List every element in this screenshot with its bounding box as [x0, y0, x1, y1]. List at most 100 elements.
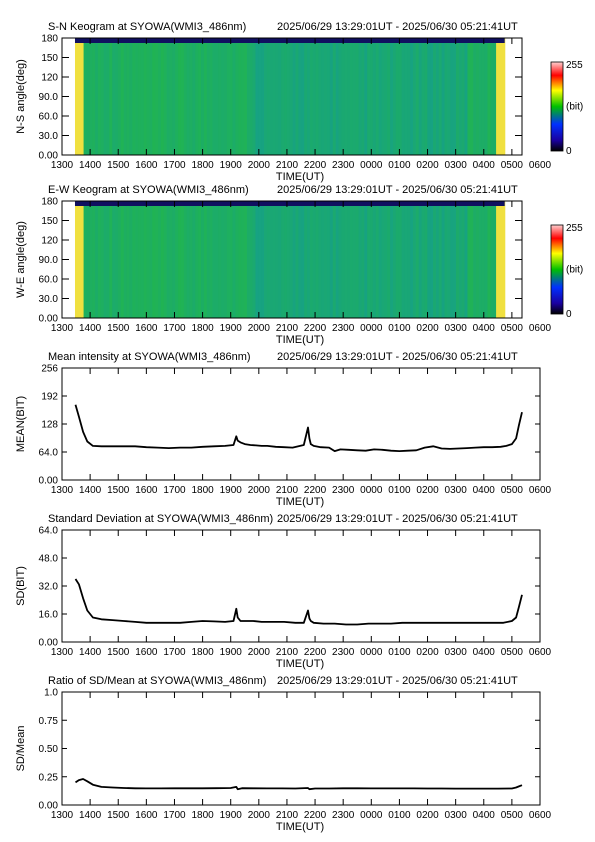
keogram-column — [490, 201, 494, 318]
panel-time-range: 2025/06/29 13:29:01UT - 2025/06/30 05:21… — [277, 513, 518, 525]
keogram-column — [109, 38, 113, 155]
keogram-column — [92, 201, 96, 318]
x-tick-label: 1500 — [107, 647, 130, 658]
keogram-column — [318, 201, 322, 318]
x-tick-label: 2300 — [332, 810, 355, 821]
keogram-column — [473, 201, 477, 318]
keogram-column — [86, 38, 90, 155]
keogram-column — [212, 201, 216, 318]
keogram-column — [117, 201, 122, 318]
x-tick-label: 1700 — [163, 160, 186, 171]
x-tick-label: 2100 — [276, 647, 299, 658]
series-line — [74, 578, 523, 626]
keogram-column — [450, 38, 454, 155]
x-tick-label: 1800 — [191, 647, 214, 658]
y-axis-label: SD(BIT) — [15, 566, 27, 606]
keogram-column — [398, 201, 403, 318]
x-tick-label: 0500 — [501, 647, 524, 658]
keogram-image — [62, 38, 522, 155]
keogram-column — [269, 38, 274, 155]
keogram-column — [83, 38, 88, 155]
keogram-column — [461, 201, 466, 318]
x-tick-label: 1700 — [163, 485, 186, 496]
keogram-column — [338, 38, 342, 155]
y-tick-label: 0.75 — [39, 716, 59, 727]
keogram-column — [301, 201, 305, 318]
keogram-column — [496, 201, 500, 318]
keogram-column — [435, 201, 440, 318]
keogram-column — [332, 201, 337, 318]
keogram-column — [292, 201, 297, 318]
keogram-column — [163, 38, 168, 155]
keogram-column — [281, 38, 285, 155]
y-tick-label: 180 — [41, 34, 58, 45]
x-tick-label: 0200 — [416, 323, 439, 334]
x-tick-label: 0100 — [388, 160, 411, 171]
y-tick-label: 64.0 — [39, 526, 59, 537]
x-tick-label: 0100 — [388, 485, 411, 496]
keogram-column — [221, 38, 225, 155]
keogram-column — [424, 201, 428, 318]
keogram-column — [212, 38, 216, 155]
keogram-column — [395, 201, 400, 318]
keogram-column — [329, 38, 334, 155]
x-tick-label: 0200 — [416, 485, 439, 496]
y-axis-label: N-S angle(deg) — [15, 59, 27, 134]
keogram-column — [106, 38, 110, 155]
panel-3: Mean intensity at SYOWA(WMI3_486nm) 2025/… — [15, 351, 552, 508]
keogram-column — [100, 201, 105, 318]
keogram-column — [410, 201, 414, 318]
keogram-column — [370, 201, 374, 318]
keogram-column — [209, 38, 214, 155]
x-tick-label: 2100 — [276, 160, 299, 171]
keogram-column — [183, 38, 188, 155]
keogram-column — [404, 38, 408, 155]
colorbar — [550, 61, 564, 152]
keogram-column — [261, 38, 265, 155]
keogram-column — [392, 38, 397, 155]
keogram-column — [123, 201, 128, 318]
keogram-column — [421, 38, 426, 155]
keogram-column — [166, 201, 171, 318]
keogram-column — [470, 201, 474, 318]
keogram-column — [178, 38, 182, 155]
keogram-column — [103, 38, 108, 155]
keogram-column — [441, 38, 446, 155]
keogram-column — [218, 201, 222, 318]
keogram-column — [126, 201, 131, 318]
keogram-column — [140, 201, 145, 318]
x-tick-label: 1600 — [135, 160, 158, 171]
y-tick-label: 0.50 — [39, 744, 59, 755]
keogram-column — [344, 38, 348, 155]
keogram-column — [484, 201, 489, 318]
keogram-column — [166, 38, 171, 155]
keogram-column — [298, 38, 302, 155]
x-tick-label: 0400 — [473, 647, 496, 658]
x-tick-label: 1300 — [51, 647, 74, 658]
keogram-column — [355, 201, 360, 318]
keogram-column — [258, 201, 262, 318]
x-tick-label: 0300 — [445, 323, 468, 334]
keogram-column — [192, 38, 196, 155]
y-tick-label: 30.0 — [39, 294, 59, 305]
keogram-column — [209, 201, 214, 318]
keogram-column — [135, 38, 139, 155]
y-tick-label: 32.0 — [39, 582, 59, 593]
keogram-top-band — [74, 38, 505, 43]
keogram-column — [235, 38, 239, 155]
keogram-column — [109, 201, 113, 318]
x-tick-label: 1600 — [135, 810, 158, 821]
x-tick-label: 0300 — [445, 160, 468, 171]
y-tick-label: 0.00 — [39, 801, 59, 812]
y-tick-label: 90.0 — [39, 92, 59, 103]
x-axis-label: TIME(UT) — [276, 658, 324, 670]
keogram-column — [301, 38, 305, 155]
keogram-column — [115, 38, 119, 155]
x-tick-label: 0600 — [529, 810, 552, 821]
x-tick-label: 0200 — [416, 647, 439, 658]
x-tick-label: 0000 — [360, 810, 383, 821]
keogram-column — [384, 38, 388, 155]
keogram-column — [100, 38, 105, 155]
keogram-column — [312, 201, 317, 318]
keogram-column — [490, 38, 494, 155]
